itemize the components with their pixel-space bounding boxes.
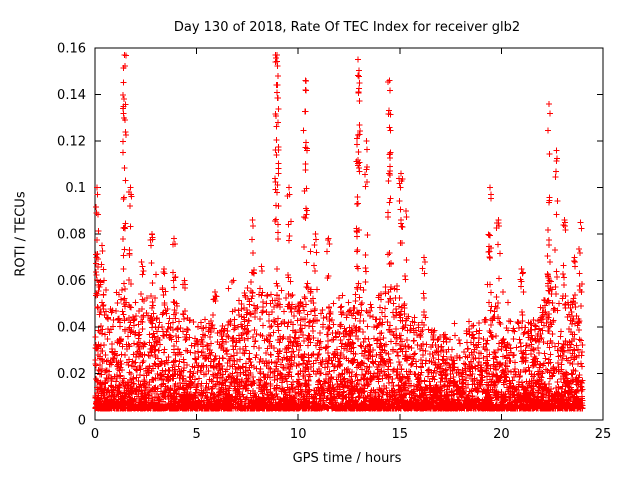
x-tick-label: 20 (493, 427, 510, 442)
x-axis-label: GPS time / hours (292, 451, 402, 466)
y-tick-label: 0.04 (57, 321, 86, 336)
axis-ticks (94, 47, 604, 421)
scatter-points (92, 52, 586, 412)
x-tick-label: 10 (290, 427, 307, 442)
x-tick-label: 5 (192, 427, 200, 442)
x-tick-label: 15 (392, 427, 409, 442)
y-tick-label: 0.16 (57, 42, 86, 57)
y-tick-label: 0.02 (57, 367, 86, 382)
x-tick-label: 25 (595, 427, 612, 442)
y-tick-label: 0.06 (57, 274, 86, 289)
y-tick-label: 0.14 (57, 88, 86, 103)
y-axis-label: ROTI / TECUs (13, 191, 29, 277)
y-tick-label: 0.1 (65, 181, 86, 196)
chart-title: Day 130 of 2018, Rate Of TEC Index for r… (173, 20, 521, 35)
y-tick-label: 0.08 (57, 228, 86, 243)
x-tick-label: 0 (91, 427, 99, 442)
y-tick-label: 0 (78, 414, 86, 429)
plot-border (94, 47, 604, 421)
y-tick-label: 0.12 (57, 135, 86, 150)
